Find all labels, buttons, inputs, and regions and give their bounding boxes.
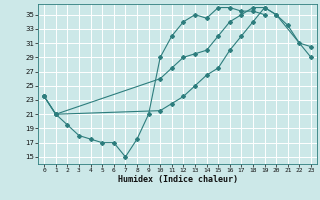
X-axis label: Humidex (Indice chaleur): Humidex (Indice chaleur) (118, 175, 238, 184)
